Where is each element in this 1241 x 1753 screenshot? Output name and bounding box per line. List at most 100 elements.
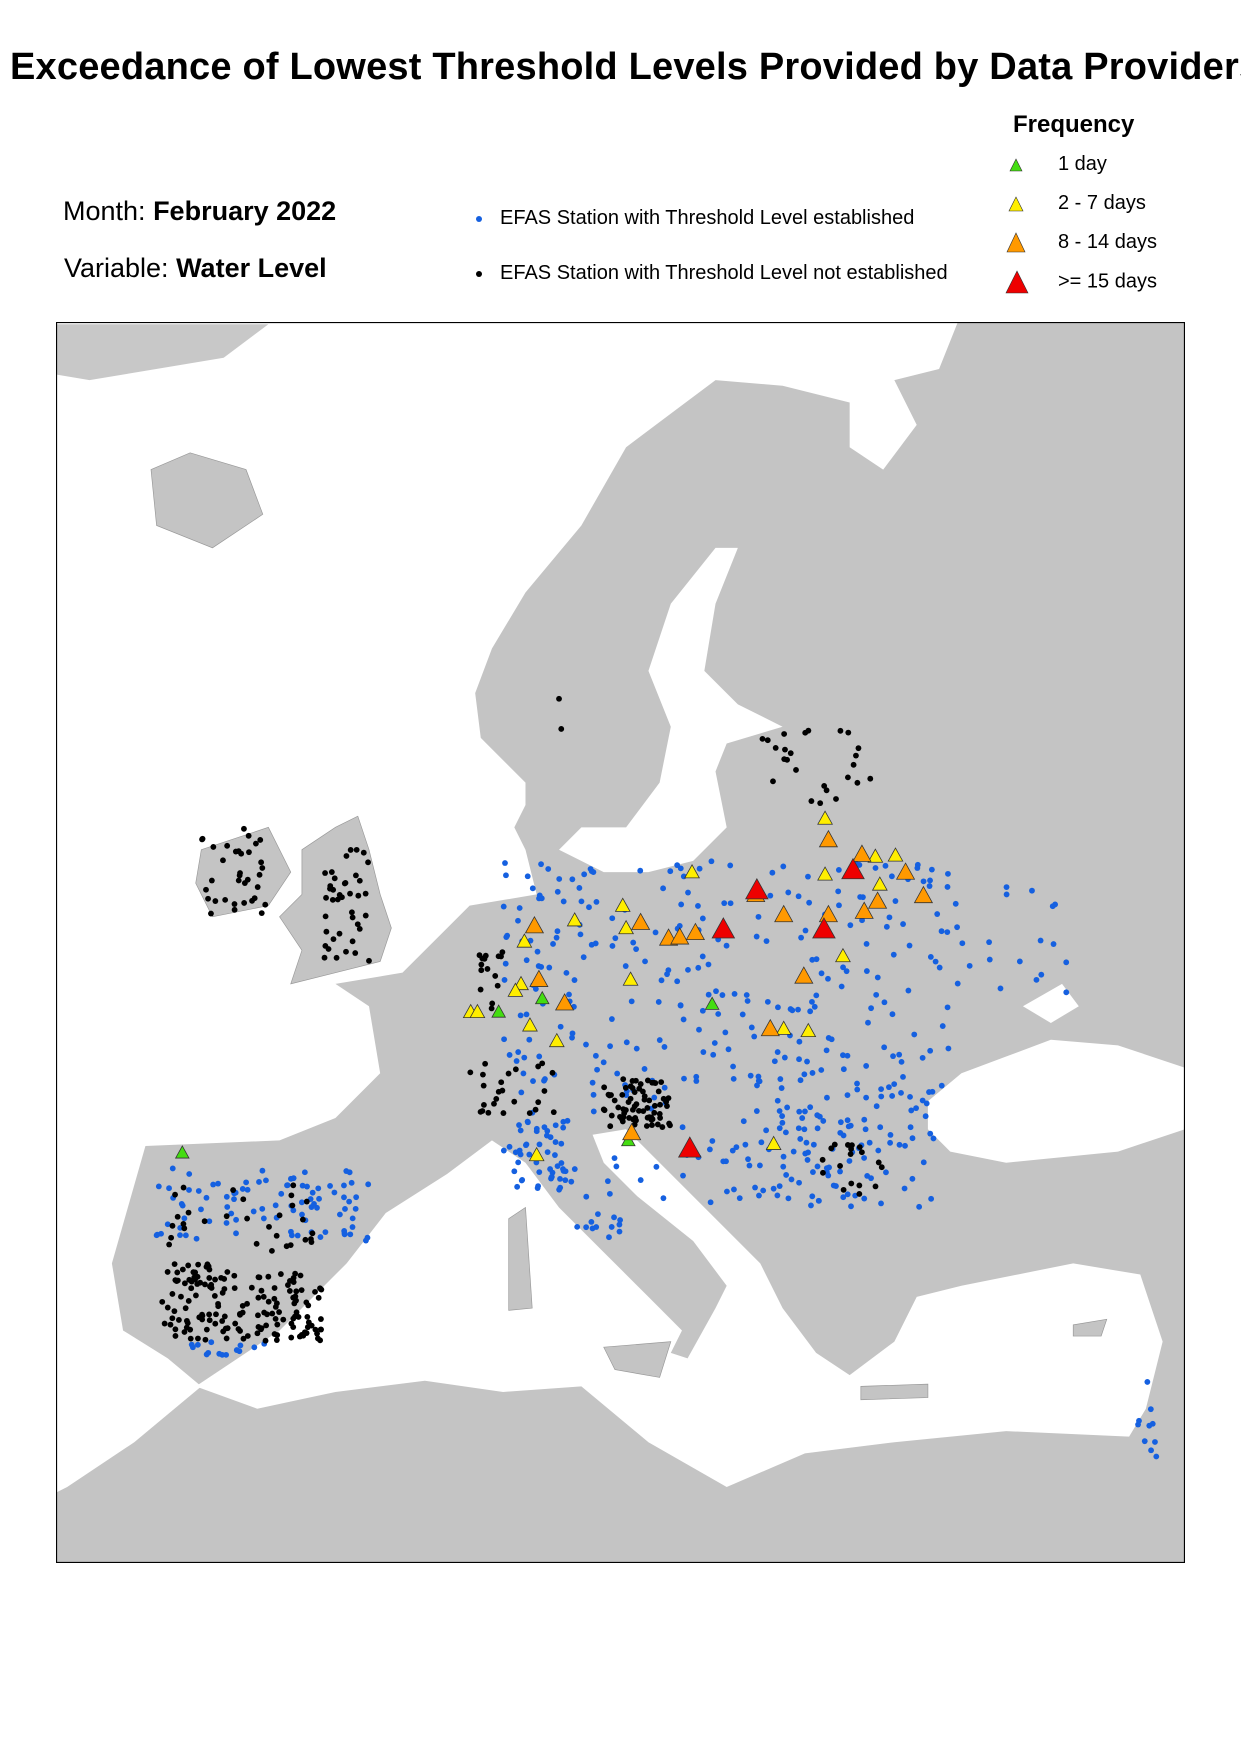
- station-dot-not-established: [477, 1108, 484, 1115]
- station-dots: [153, 695, 1160, 1460]
- station-dot-not-established: [355, 892, 362, 899]
- station-dot-established: [195, 1188, 202, 1194]
- station-dot-established: [590, 869, 597, 876]
- station-dot-established: [796, 1108, 803, 1115]
- station-dot-not-established: [488, 1005, 495, 1012]
- station-dot-established: [723, 942, 730, 949]
- station-dot-established: [835, 888, 842, 895]
- station-dot-not-established: [549, 1069, 556, 1076]
- station-dot-established: [911, 1031, 918, 1038]
- station-dot-established: [193, 1235, 200, 1242]
- station-dot-not-established: [262, 901, 269, 908]
- station-dot-established: [304, 1183, 310, 1190]
- station-dot-established: [519, 1177, 526, 1183]
- station-dot-not-established: [246, 849, 252, 856]
- station-dot-established: [859, 917, 865, 924]
- station-dot-established: [883, 1169, 889, 1176]
- station-dot-established: [660, 885, 667, 892]
- station-dot-established: [604, 1178, 611, 1185]
- station-dot-established: [729, 1147, 736, 1154]
- station-dot-established: [727, 900, 734, 907]
- station-dot-established: [808, 1202, 814, 1209]
- station-dot-established: [785, 889, 792, 896]
- station-dot-established: [547, 1166, 553, 1172]
- station-dot-established: [747, 1072, 754, 1079]
- station-dot-established: [336, 1211, 343, 1218]
- triangle-2-7-days: [548, 1032, 565, 1048]
- station-dot-established: [520, 1070, 527, 1077]
- cyprus: [1072, 1318, 1108, 1337]
- station-dot-established: [810, 1169, 816, 1175]
- station-dot-not-established: [256, 871, 263, 878]
- triangle-2-7-days: [522, 1017, 538, 1032]
- station-dot-established: [609, 915, 616, 922]
- station-dot-established: [809, 956, 816, 963]
- station-dot-established: [208, 1339, 215, 1346]
- station-dot-not-established: [244, 1300, 250, 1307]
- station-dot-established: [944, 1004, 951, 1011]
- station-dot-not-established: [347, 847, 354, 853]
- station-dot-not-established: [352, 950, 359, 956]
- station-dot-not-established: [235, 877, 242, 884]
- station-dot-established: [723, 1188, 730, 1195]
- station-dot-established: [557, 1023, 564, 1030]
- station-dot-established: [1141, 1438, 1148, 1445]
- station-dot-established: [796, 1179, 802, 1186]
- station-dot-established: [804, 1058, 810, 1065]
- station-dot-established: [825, 975, 831, 982]
- station-dot-established: [742, 1141, 749, 1148]
- station-dot-not-established: [159, 1298, 166, 1305]
- station-dot-established: [594, 1066, 600, 1073]
- station-dot-not-established: [620, 1114, 627, 1121]
- station-dot-not-established: [231, 901, 238, 907]
- station-dot-established: [780, 1153, 787, 1160]
- triangle-2-7-days: [871, 876, 888, 891]
- station-dot-not-established: [641, 1096, 648, 1103]
- station-dot-established: [844, 1191, 851, 1198]
- station-dot-established: [685, 889, 691, 896]
- station-dot-established: [558, 1140, 565, 1147]
- station-dot-not-established: [221, 1276, 228, 1282]
- station-dot-not-established: [649, 1079, 656, 1086]
- station-dot-not-established: [349, 914, 356, 921]
- station-dot-established: [341, 1194, 347, 1201]
- station-dot-not-established: [498, 1079, 505, 1086]
- station-dot-established: [909, 1135, 916, 1142]
- station-dot-not-established: [327, 883, 334, 889]
- station-dot-established: [1016, 958, 1023, 965]
- station-dot-established: [845, 1123, 852, 1130]
- station-dot-established: [731, 1186, 737, 1193]
- station-dot-not-established: [241, 825, 247, 832]
- station-dot-not-established: [853, 752, 859, 759]
- station-dot-established: [564, 1117, 571, 1124]
- station-dot-established: [609, 943, 616, 949]
- station-dot-not-established: [230, 1187, 237, 1193]
- station-dot-not-established: [844, 774, 851, 781]
- station-dot-established: [699, 915, 706, 922]
- station-dot-established: [755, 913, 762, 920]
- station-dot-established: [863, 968, 870, 974]
- station-dot-established: [707, 1199, 714, 1206]
- triangle-8-14-days: [895, 862, 916, 880]
- station-dot-established: [651, 1094, 658, 1101]
- station-dot-not-established: [759, 735, 766, 742]
- station-dot-established: [813, 956, 820, 963]
- station-dot-established: [177, 1232, 183, 1239]
- station-dot-established: [595, 1211, 601, 1218]
- station-dot-established: [206, 1218, 213, 1225]
- station-dot-not-established: [290, 1294, 297, 1301]
- station-dot-established: [863, 1063, 870, 1069]
- station-dot-not-established: [301, 1329, 308, 1336]
- station-dot-not-established: [224, 1269, 231, 1275]
- station-dot-established: [864, 1172, 871, 1179]
- station-dot-not-established: [322, 870, 328, 876]
- station-dot-not-established: [535, 1099, 542, 1106]
- station-dot-not-established: [168, 1234, 175, 1241]
- station-dot-established: [896, 1141, 903, 1148]
- station-dot-established: [589, 1079, 596, 1086]
- station-dot-not-established: [290, 1182, 297, 1189]
- station-dot-not-established: [195, 1261, 202, 1268]
- station-dot-established: [1050, 941, 1057, 947]
- station-dot-established: [844, 1052, 851, 1059]
- station-dot-not-established: [302, 1236, 309, 1243]
